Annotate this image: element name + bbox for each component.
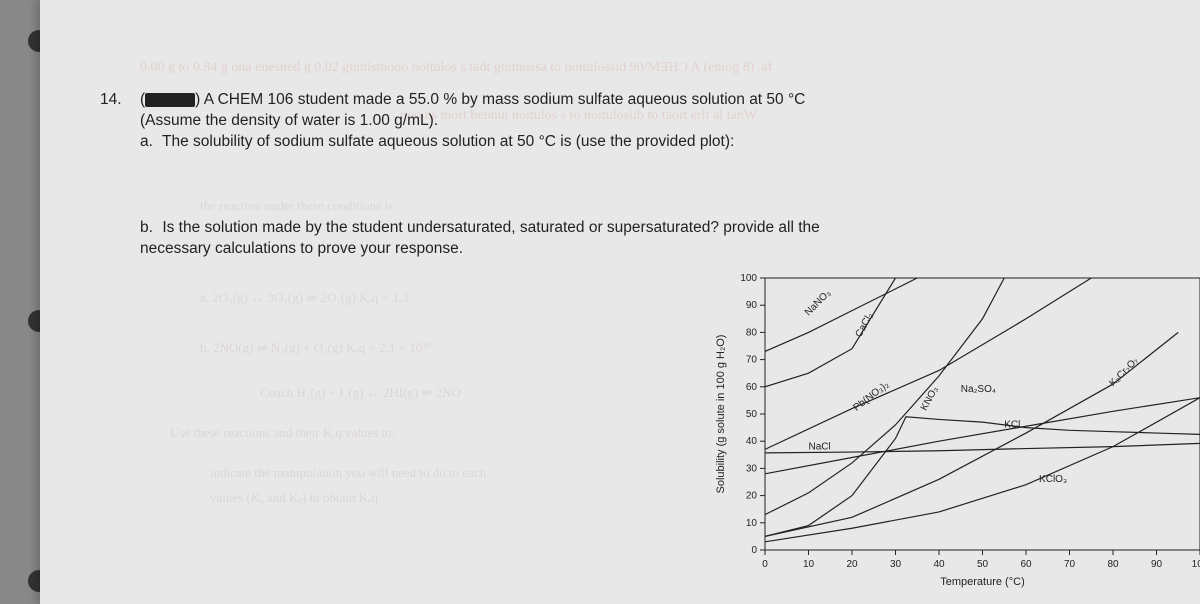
ghost-line: values (Kₐ and Kᵦ) to obtain Kₑq (210, 490, 378, 506)
svg-text:20: 20 (746, 491, 758, 502)
svg-text:60: 60 (746, 382, 758, 393)
question-stem: A CHEM 106 student made a 55.0 % by mass… (204, 91, 806, 108)
svg-text:50: 50 (977, 559, 989, 570)
svg-text:20: 20 (846, 559, 858, 570)
svg-text:80: 80 (746, 327, 758, 338)
svg-text:Solubility (g solute in 100 g: Solubility (g solute in 100 g H₂O) (715, 335, 727, 494)
curve-NaNO3 (765, 278, 917, 351)
svg-text:40: 40 (746, 436, 758, 447)
svg-text:70: 70 (1064, 559, 1076, 570)
curve-label-K2Cr2O7: K₂Cr₂O₇ (1107, 355, 1141, 389)
page-sheet: 0.00 g to 0.84 g ona enesned g 0.02 gnin… (40, 0, 1200, 604)
svg-text:60: 60 (1020, 559, 1032, 570)
ghost-line: indicate the manipulation you will need … (210, 465, 486, 481)
svg-text:100: 100 (740, 273, 757, 284)
svg-text:90: 90 (1151, 559, 1163, 570)
curve-KCl (765, 398, 1200, 474)
question-14b: b. Is the solution made by the student u… (140, 218, 840, 260)
svg-text:10: 10 (803, 559, 815, 570)
svg-text:10: 10 (746, 518, 758, 529)
curve-label-CaCl2: CaCl₂ (854, 311, 876, 339)
faded-line: 0.00 g to 0.84 g ona enesned g 0.02 gnin… (140, 60, 772, 76)
part-b-label: b. (140, 218, 158, 239)
part-a-text: The solubility of sodium sulfate aqueous… (162, 133, 734, 150)
part-b-text: Is the solution made by the student unde… (140, 219, 820, 257)
curve-label-KClO3: KClO₃ (1039, 474, 1067, 485)
curve-label-Na2SO4: Na₂SO₄ (961, 384, 996, 395)
svg-text:70: 70 (746, 355, 758, 366)
svg-text:0: 0 (762, 559, 768, 570)
solubility-chart: 0 10 20 30 40 50 60 70 80 90 100 0 10 20 30 40 50 60 70 80 9… (710, 270, 1200, 590)
question-14: 14. () A CHEM 106 student made a 55.0 % … (140, 90, 1180, 153)
curve-label-KCl: KCl (1004, 420, 1020, 431)
curve-label-KNO3: KNO₃ (919, 385, 941, 413)
curve-KNO3 (765, 278, 1004, 515)
part-a-label: a. (140, 132, 158, 153)
svg-text:30: 30 (890, 559, 902, 570)
svg-text:Temperature (°C): Temperature (°C) (940, 576, 1024, 588)
ghost-line: Coach H₂(g) + I₂(g) ↔ 2HI(g) ⇌ 2NO (260, 385, 461, 401)
question-assumption: (Assume the density of water is 1.00 g/m… (140, 112, 438, 129)
curve-label-NaCl: NaCl (809, 441, 831, 452)
redacted-points (145, 93, 195, 107)
svg-text:40: 40 (933, 559, 945, 570)
ghost-line: Use these reactions and their Kₑq values… (170, 425, 395, 441)
svg-text:0: 0 (751, 545, 757, 556)
svg-text:30: 30 (746, 463, 758, 474)
svg-text:100: 100 (1192, 559, 1200, 570)
spiral-binding (0, 0, 40, 604)
svg-text:90: 90 (746, 300, 758, 311)
curve-label-NaNO3: NaNO₃ (803, 288, 833, 318)
chart-svg: 0 10 20 30 40 50 60 70 80 90 100 0 10 20 30 40 50 60 70 80 9… (710, 270, 1200, 590)
question-number: 14. (100, 90, 122, 111)
svg-text:50: 50 (746, 409, 758, 420)
ghost-line: the reaction under these conditions is (200, 198, 393, 214)
ghost-line: b. 2NO(g) ⇌ N₂(g) + O₂(g) Kₑq = 2.1 × 10… (200, 340, 431, 356)
svg-text:80: 80 (1107, 559, 1119, 570)
ghost-line: a. 2O₃(g) ↔ 3O₂(g) ⇌ 2O₃(g) Kₑq = 1.3 (200, 290, 408, 306)
curve-label-Pb(NO3)2: Pb(NO₃)₂ (851, 379, 891, 414)
